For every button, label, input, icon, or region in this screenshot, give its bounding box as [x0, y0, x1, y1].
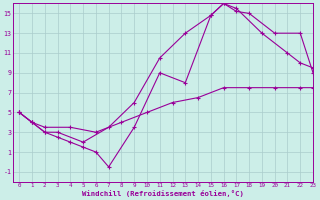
- X-axis label: Windchill (Refroidissement éolien,°C): Windchill (Refroidissement éolien,°C): [82, 190, 244, 197]
